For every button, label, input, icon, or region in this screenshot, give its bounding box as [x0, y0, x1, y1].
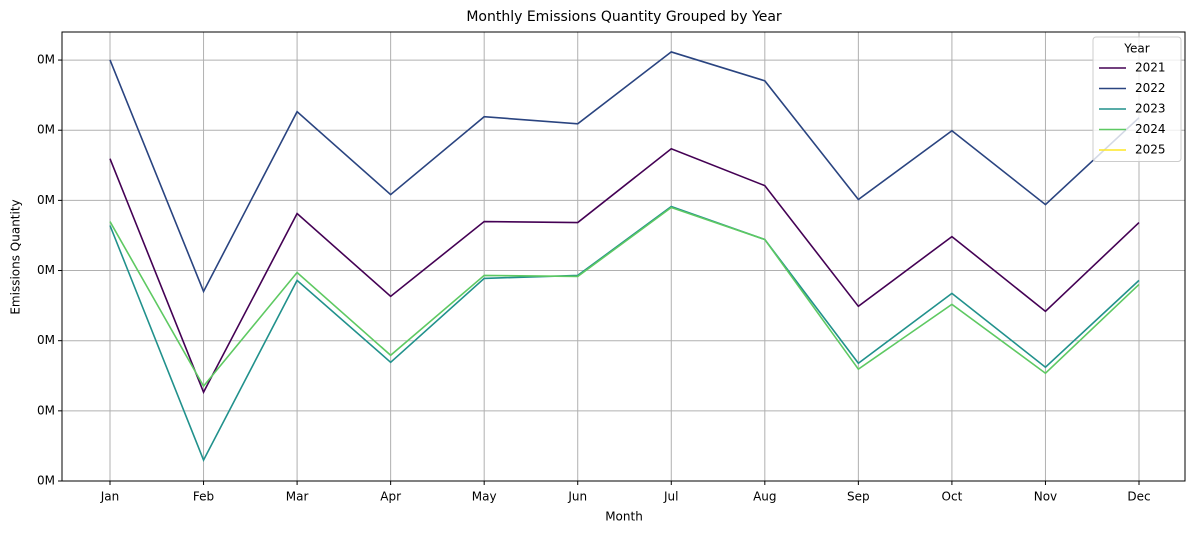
legend-label: 2022	[1135, 81, 1166, 95]
legend-label: 2023	[1135, 102, 1166, 116]
y-axis-label: Emissions Quantity	[9, 199, 23, 314]
x-tick-label: Sep	[847, 490, 870, 504]
legend-label: 2025	[1135, 143, 1166, 157]
y-tick-label: 0M	[37, 403, 55, 417]
x-tick-label: Nov	[1034, 490, 1057, 504]
x-tick-label: Mar	[286, 490, 309, 504]
chart-title: Monthly Emissions Quantity Grouped by Ye…	[466, 9, 782, 25]
x-tick-label: Aug	[753, 490, 776, 504]
x-tick-label: Jan	[100, 490, 120, 504]
x-tick-label: Oct	[942, 490, 963, 504]
y-tick-label: 0M	[37, 333, 55, 347]
x-tick-label: May	[472, 490, 497, 504]
line-series	[109, 205, 1140, 463]
x-tick-label: Apr	[380, 490, 401, 504]
line-series	[109, 51, 1140, 294]
y-tick-label: 0M	[37, 53, 55, 67]
line-series	[109, 206, 1140, 388]
x-tick-label: Feb	[193, 490, 214, 504]
x-tick-label: Jul	[663, 490, 678, 504]
line-series	[109, 147, 1140, 395]
legend-title: Year	[1123, 42, 1149, 56]
y-tick-label: 0M	[37, 123, 55, 137]
x-tick-label: Jun	[567, 490, 587, 504]
y-tick-label: 0M	[37, 193, 55, 207]
x-axis-label: Month	[605, 510, 643, 524]
y-tick-label: 0M	[37, 263, 55, 277]
y-tick-label: 0M	[37, 474, 55, 488]
legend-label: 2024	[1135, 122, 1166, 136]
legend-label: 2021	[1135, 61, 1166, 75]
x-tick-label: Dec	[1127, 490, 1150, 504]
plot-frame	[61, 31, 1186, 482]
